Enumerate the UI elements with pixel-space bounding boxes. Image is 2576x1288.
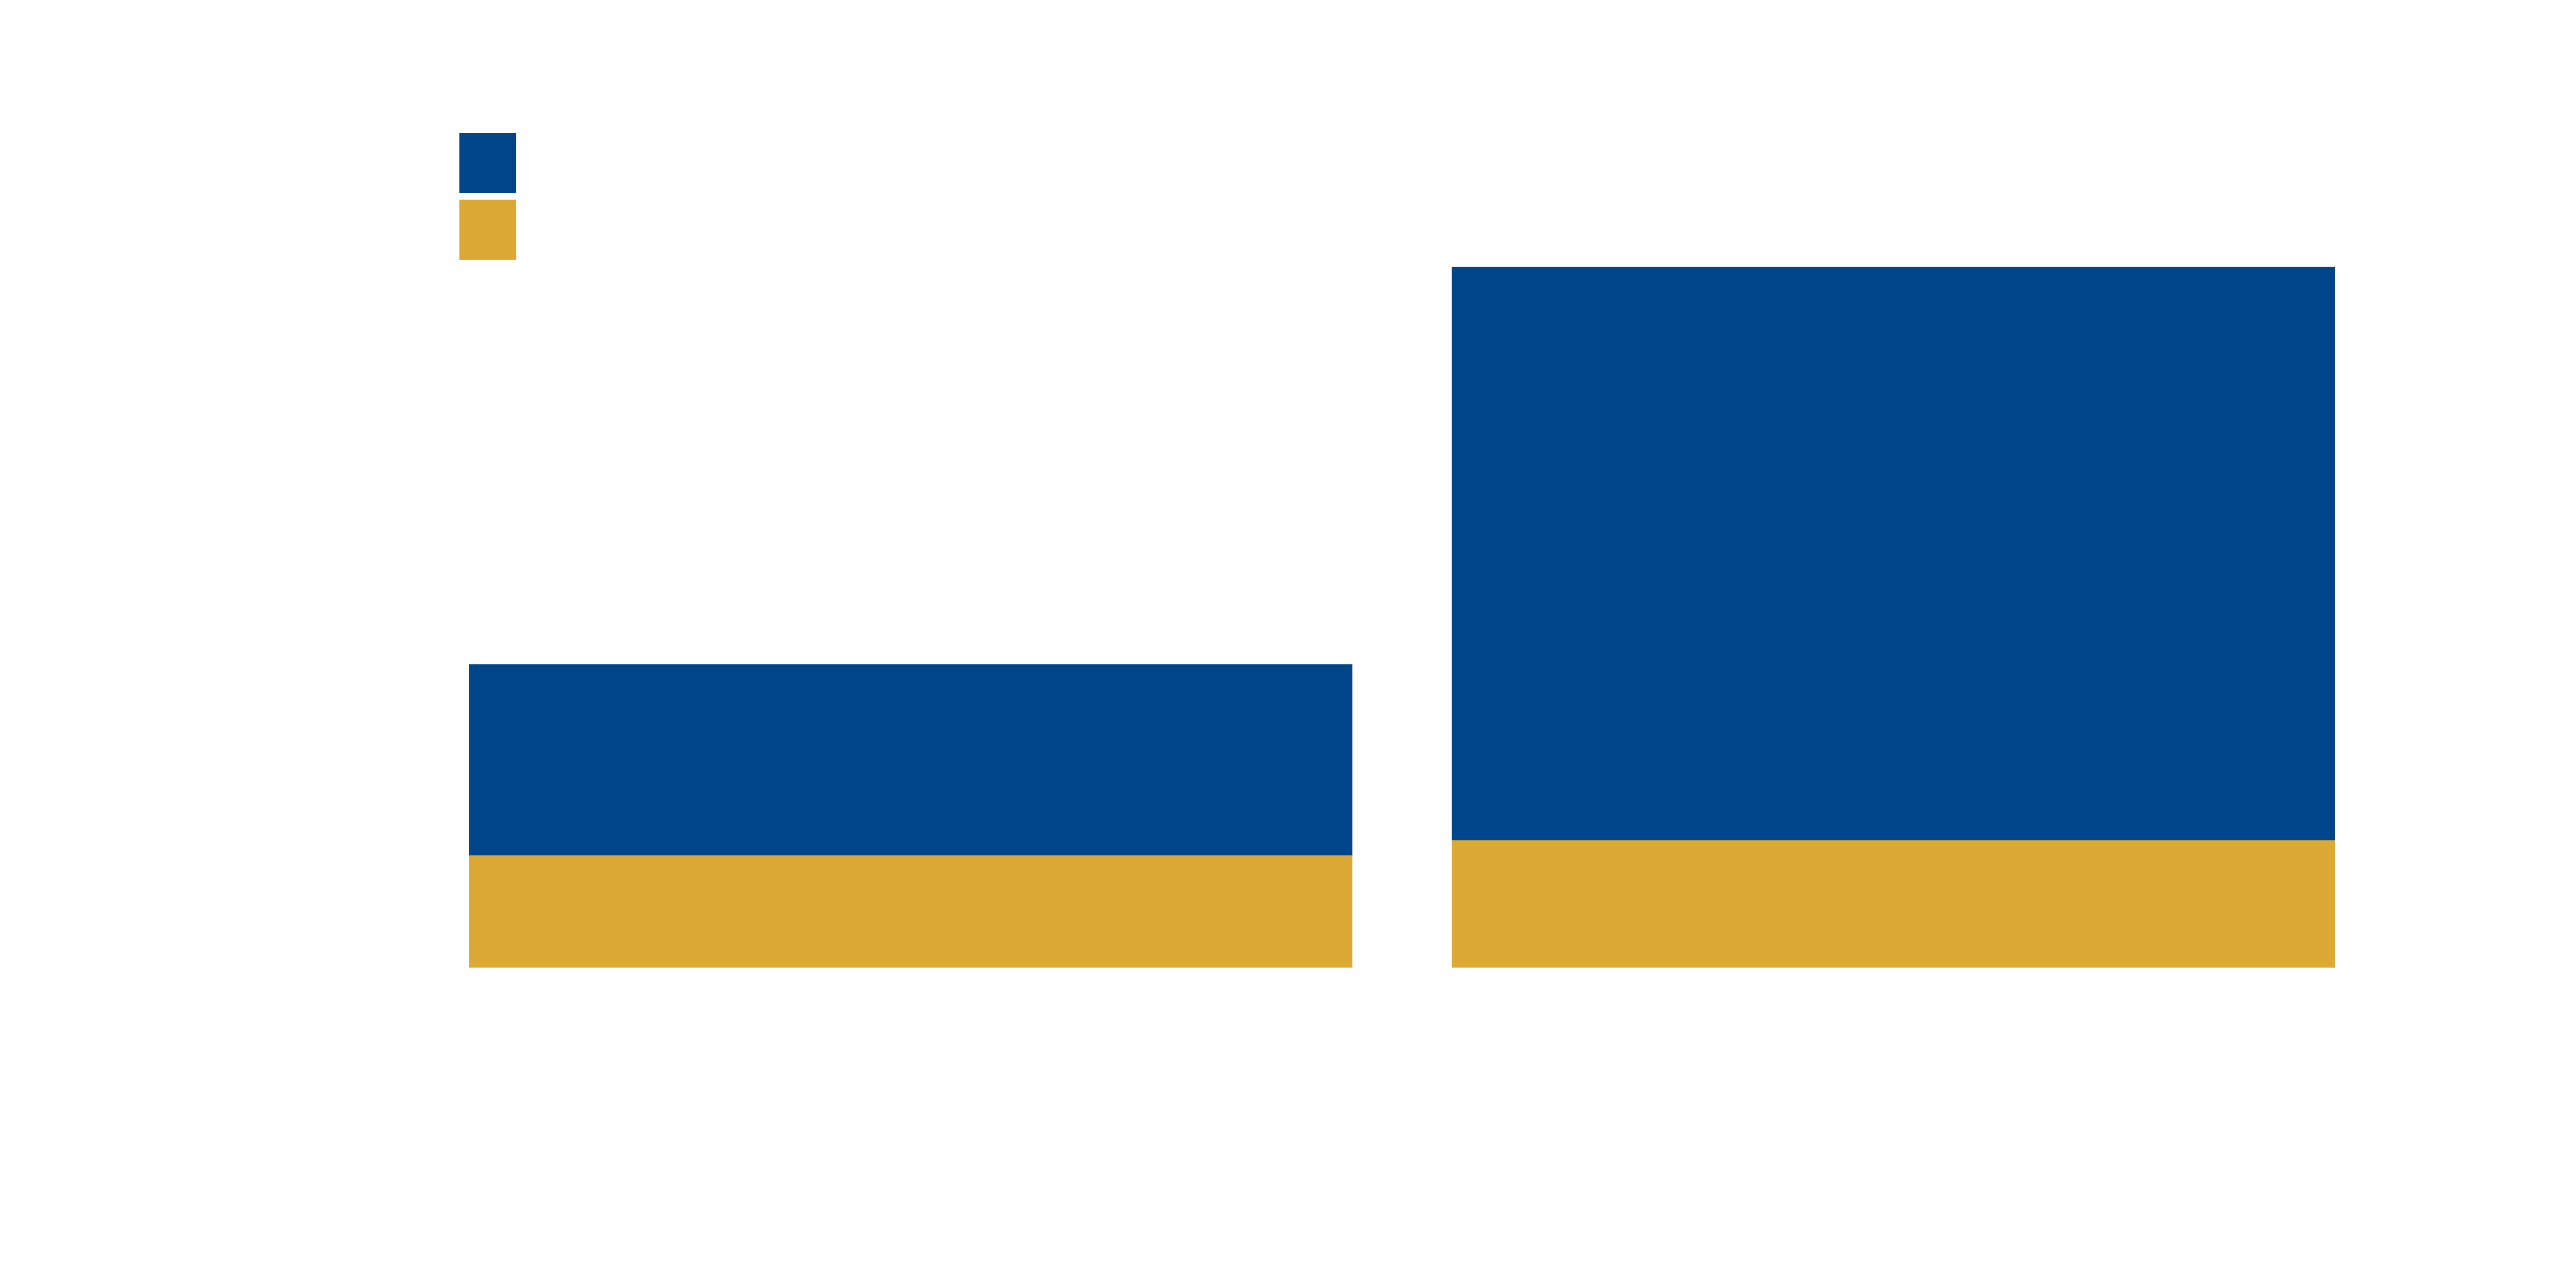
legend-swatch-series-1 (459, 200, 516, 260)
legend-swatch-series-2 (459, 133, 516, 193)
bar-segment-1-series-1 (469, 855, 1352, 968)
bar-segment-2-series-2 (1452, 267, 2335, 840)
legend (459, 133, 516, 260)
bar-segment-2-series-1 (1452, 840, 2335, 968)
bar-segment-1-series-2 (469, 664, 1352, 855)
bars (469, 267, 2335, 968)
